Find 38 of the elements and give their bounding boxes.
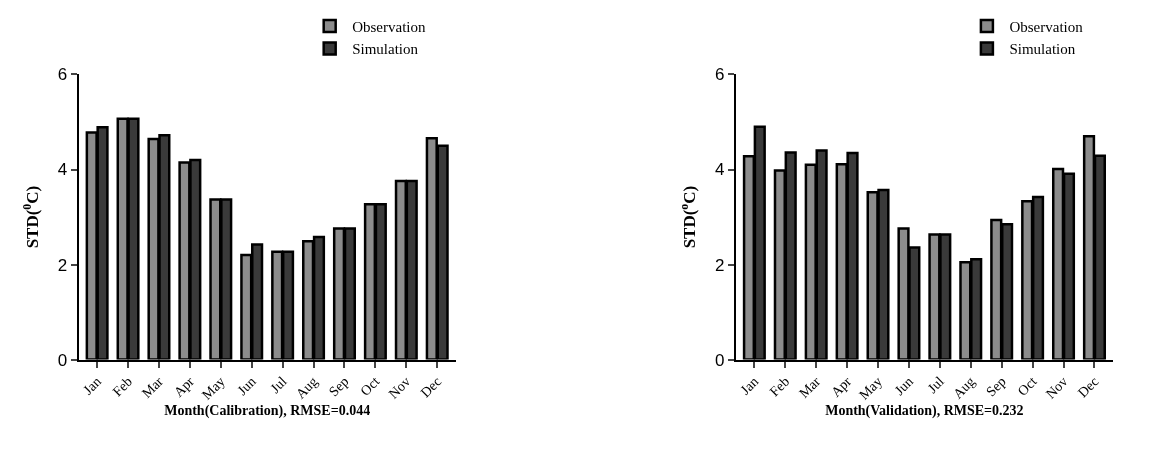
y-tick-label: 2 xyxy=(714,255,725,275)
x-tick-label: Sep xyxy=(326,373,352,400)
x-tick-label: Aug xyxy=(950,373,978,402)
x-tick-label: Jan xyxy=(80,373,105,398)
x-tick-label: Mar xyxy=(796,373,824,401)
x-tick-label: Apr xyxy=(828,373,855,400)
x-tick-label: Oct xyxy=(357,373,383,399)
x-tick-label: Jun xyxy=(891,373,917,399)
x-axis-title: Month(Calibration), RMSE=0.044 xyxy=(164,403,371,420)
x-tick-label: Nov xyxy=(385,373,414,402)
legend-label: Observation xyxy=(1009,18,1084,35)
x-tick-label: Apr xyxy=(170,373,198,400)
x-tick-label: May xyxy=(856,373,886,403)
y-tick-label: 0 xyxy=(57,350,68,370)
x-tick-label: Aug xyxy=(292,373,321,402)
x-tick-label: May xyxy=(199,373,228,403)
x-axis-title: Month(Validation), RMSE=0.232 xyxy=(825,403,1024,420)
x-tick-label: Sep xyxy=(983,373,1009,400)
x-tick-label: Nov xyxy=(1042,373,1071,402)
legend-label: Simulation xyxy=(1009,41,1076,58)
x-tick-label: Dec xyxy=(417,373,445,401)
legend-label: Observation xyxy=(352,18,426,35)
x-tick-label: Jul xyxy=(924,373,947,397)
y-tick-label: 6 xyxy=(714,65,725,85)
y-tick-label: 2 xyxy=(57,255,68,275)
x-tick-label: Dec xyxy=(1074,373,1102,401)
x-tick-label: Oct xyxy=(1014,373,1040,399)
x-tick-label: Jul xyxy=(267,373,290,397)
x-tick-label: Mar xyxy=(138,373,167,401)
y-tick-label: 0 xyxy=(714,350,725,370)
x-tick-label: Jan xyxy=(737,373,762,398)
x-tick-label: Feb xyxy=(766,373,793,400)
x-tick-label: Jun xyxy=(234,373,259,399)
x-tick-label: Feb xyxy=(109,373,136,400)
y-tick-label: 4 xyxy=(57,160,68,180)
legend-label: Simulation xyxy=(352,41,419,58)
y-tick-label: 4 xyxy=(714,160,725,180)
y-tick-label: 6 xyxy=(57,65,68,85)
